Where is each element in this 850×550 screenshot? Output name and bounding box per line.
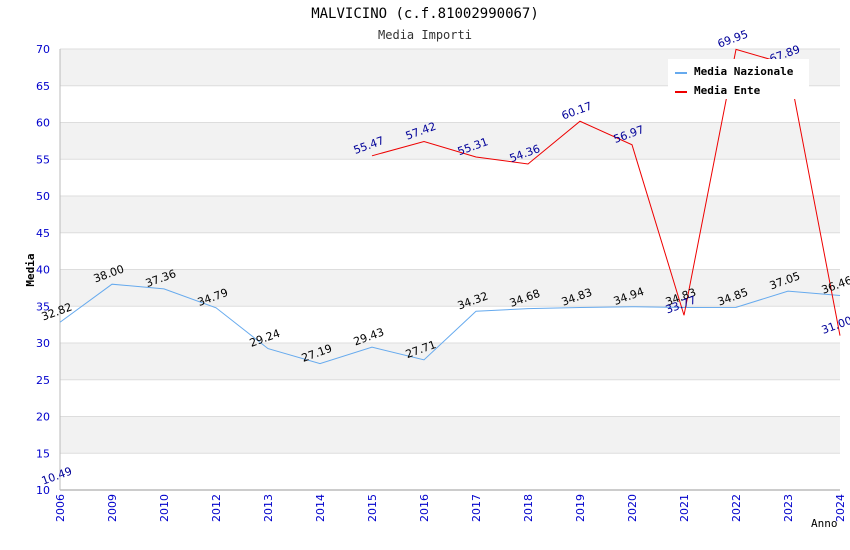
x-tick-label: 2022 xyxy=(730,494,743,522)
data-label: 31.00 xyxy=(820,314,850,337)
background-bands xyxy=(60,49,840,454)
y-tick-label: 20 xyxy=(36,411,50,424)
legend-box xyxy=(668,59,809,99)
grid-band xyxy=(60,122,840,160)
x-tick-label: 2016 xyxy=(418,494,431,522)
y-tick-label: 35 xyxy=(36,300,50,313)
y-axis-ticks: 10 15 20 25 30 35 40 45 50 55 60 65 70 xyxy=(36,43,50,497)
series-line-media-ente xyxy=(371,48,841,336)
data-label: 60.17 xyxy=(560,99,594,122)
series-lines xyxy=(59,48,841,365)
y-tick-label: 60 xyxy=(36,117,50,130)
x-tick-label: 2010 xyxy=(158,494,171,522)
x-tick-label: 2009 xyxy=(106,494,119,522)
y-tick-label: 10 xyxy=(36,484,50,497)
y-axis-label: Media xyxy=(24,253,37,286)
grid-band xyxy=(60,269,840,307)
legend-label-media-nazionale: Media Nazionale xyxy=(694,65,794,78)
y-tick-label: 45 xyxy=(36,227,50,240)
x-axis-ticks: 2006 2009 2010 2012 2013 2014 2015 2016 2017 2018… xyxy=(54,494,847,522)
y-tick-label: 40 xyxy=(36,264,50,277)
data-label: 69.95 xyxy=(716,28,750,51)
legend: Media Nazionale Media Ente xyxy=(668,59,809,99)
series-line-media-nazionale xyxy=(59,283,841,365)
y-tick-label: 30 xyxy=(36,337,50,350)
x-tick-label: 2012 xyxy=(210,494,223,522)
grid-band xyxy=(60,196,840,233)
y-tick-label: 70 xyxy=(36,43,50,56)
x-tick-label: 2013 xyxy=(262,494,275,522)
y-tick-label: 25 xyxy=(36,374,50,387)
y-tick-label: 55 xyxy=(36,153,50,166)
x-tick-label: 2006 xyxy=(54,494,67,522)
y-tick-label: 50 xyxy=(36,190,50,203)
x-tick-label: 2021 xyxy=(678,494,691,522)
grid-band xyxy=(60,343,840,380)
grid-band xyxy=(60,416,840,454)
chart-title: MALVICINO (c.f.81002990067) xyxy=(311,6,539,22)
legend-label-media-ente: Media Ente xyxy=(694,84,761,97)
x-tick-label: 2015 xyxy=(366,494,379,522)
x-tick-label: 2024 xyxy=(834,494,847,522)
x-axis-label: Anno xyxy=(811,517,838,530)
data-label: 10.49 xyxy=(40,465,74,488)
x-tick-label: 2020 xyxy=(626,494,639,522)
y-tick-label: 15 xyxy=(36,447,50,460)
x-tick-label: 2019 xyxy=(574,494,587,522)
x-tick-label: 2017 xyxy=(470,494,483,522)
chart-subtitle: Media Importi xyxy=(378,28,472,42)
x-tick-label: 2023 xyxy=(782,494,795,522)
x-tick-label: 2018 xyxy=(522,494,535,522)
x-tick-label: 2014 xyxy=(314,494,327,522)
y-tick-label: 65 xyxy=(36,80,50,93)
grid-lines xyxy=(60,48,840,491)
